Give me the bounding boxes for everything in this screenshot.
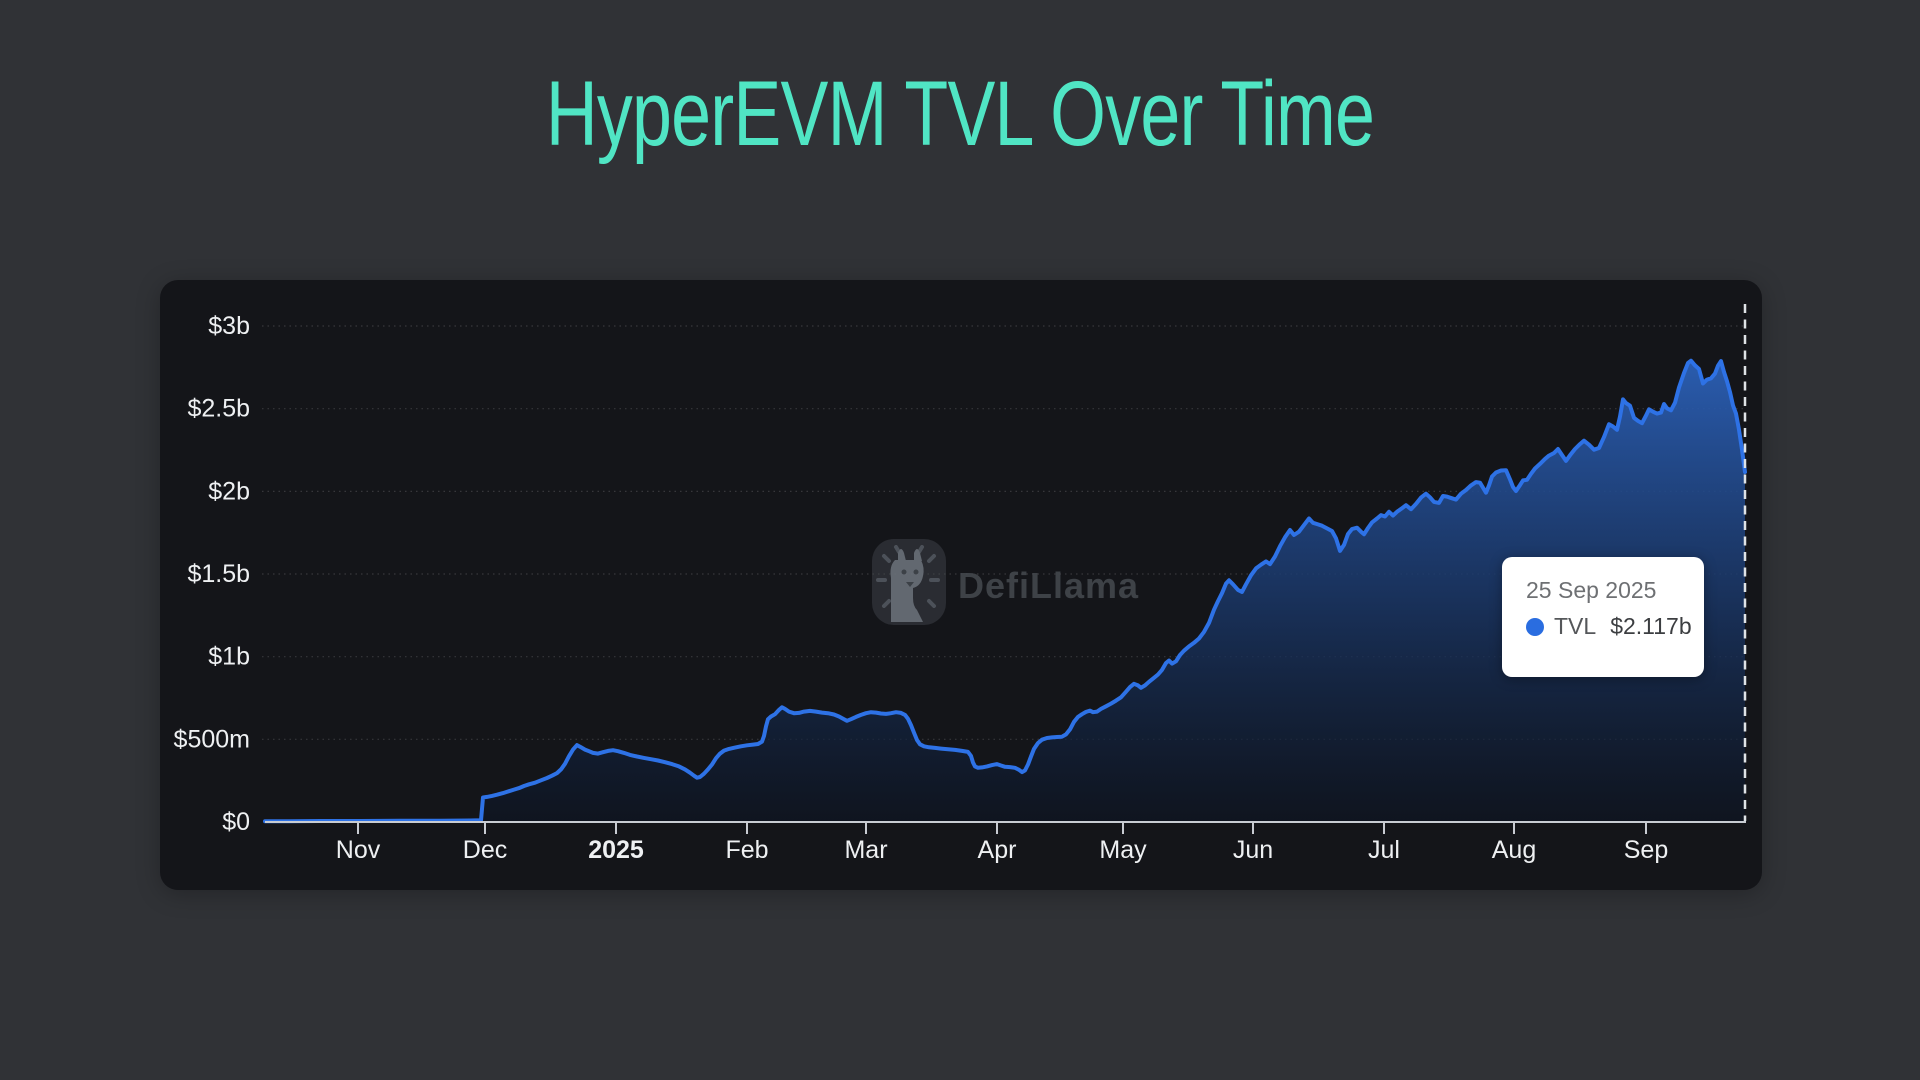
tvl-chart-svg[interactable]: DefiLlama $3b $2.5b $2b $1.5b $1b $500m $0 Nov D… bbox=[160, 280, 1762, 890]
tooltip-series-row: TVL $2.117b bbox=[1526, 613, 1692, 639]
x-axis-label: Aug bbox=[1492, 836, 1536, 864]
tvl-series-layer bbox=[263, 358, 1747, 824]
y-axis-label: $2.5b bbox=[187, 395, 250, 423]
chart-tooltip: 25 Sep 2025 TVL $2.117b bbox=[1502, 557, 1704, 677]
x-axis-label: Apr bbox=[978, 836, 1017, 864]
y-axis-label: $3b bbox=[208, 312, 250, 340]
tvl-series-dot-icon bbox=[1526, 617, 1544, 636]
x-axis-label: Mar bbox=[844, 836, 887, 864]
y-axis-label: $500m bbox=[174, 725, 250, 753]
llama-logo-icon bbox=[872, 539, 946, 625]
tooltip-value: $2.117b bbox=[1610, 613, 1692, 639]
y-axis-label: $0 bbox=[222, 808, 250, 836]
tooltip-series-label: TVL bbox=[1554, 613, 1597, 639]
page-title: HyperEVM TVL Over Time bbox=[545, 63, 1375, 165]
x-axis-label: Sep bbox=[1624, 836, 1668, 864]
tvl-area-fill bbox=[265, 360, 1745, 822]
x-axis-label: 2025 bbox=[588, 836, 644, 864]
tvl-line bbox=[263, 358, 1747, 824]
x-axis-label: Feb bbox=[725, 836, 768, 864]
x-axis-label: Jun bbox=[1233, 836, 1273, 864]
y-axis-label: $1b bbox=[208, 643, 250, 671]
y-axis-label: $2b bbox=[208, 477, 250, 505]
watermark: DefiLlama bbox=[872, 539, 1139, 625]
x-axis-label: Jul bbox=[1368, 836, 1400, 864]
x-axis-label: Dec bbox=[463, 836, 507, 864]
x-axis-label: May bbox=[1099, 836, 1147, 864]
watermark-text: DefiLlama bbox=[958, 565, 1139, 606]
x-axis-label: Nov bbox=[336, 836, 381, 864]
axis-layer: $3b $2.5b $2b $1.5b $1b $500m $0 Nov Dec 2025 Feb M… bbox=[174, 312, 1746, 864]
chart-panel: DefiLlama $3b $2.5b $2b $1.5b $1b $500m $0 Nov D… bbox=[160, 280, 1762, 890]
tooltip-date: 25 Sep 2025 bbox=[1526, 577, 1657, 603]
y-axis-label: $1.5b bbox=[187, 560, 250, 588]
